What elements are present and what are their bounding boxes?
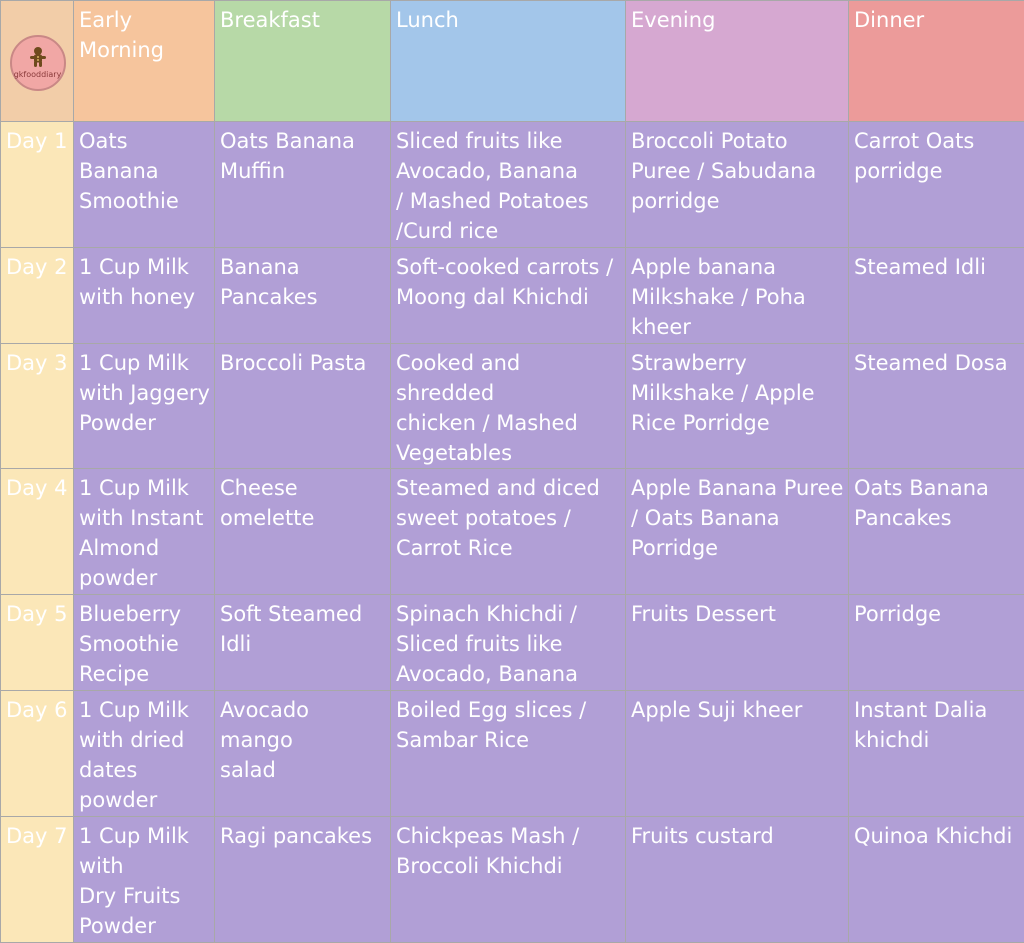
day-label: Day 2 — [1, 248, 74, 344]
meal-cell: 1 Cup Milk with honey — [74, 248, 215, 344]
meal-cell: 1 Cup Milk with dried dates powder — [74, 691, 215, 817]
meal-cell: 1 Cup Milk with Jaggery Powder — [74, 344, 215, 469]
header-row: gkfooddiary Early Morning Breakfast Lunc… — [1, 1, 1024, 122]
meal-cell: Soft Steamed Idli — [215, 595, 391, 691]
table-row: Day 1 Oats Banana Smoothie Oats Banana M… — [1, 122, 1024, 248]
meal-cell: Broccoli Potato Puree / Sabudana porridg… — [626, 122, 849, 248]
meal-cell: Steamed Idli — [849, 248, 1024, 344]
logo-text: gkfooddiary — [12, 70, 64, 80]
meal-cell: Banana Pancakes — [215, 248, 391, 344]
meal-cell: Steamed Dosa — [849, 344, 1024, 469]
column-header-dinner: Dinner — [849, 1, 1024, 122]
day-label: Day 3 — [1, 344, 74, 469]
day-label: Day 6 — [1, 691, 74, 817]
day-label: Day 1 — [1, 122, 74, 248]
meal-cell: Blueberry Smoothie Recipe — [74, 595, 215, 691]
meal-cell: Porridge — [849, 595, 1024, 691]
meal-cell: Quinoa Khichdi — [849, 817, 1024, 943]
table-row: Day 6 1 Cup Milk with dried dates powder… — [1, 691, 1024, 817]
table-row: Day 4 1 Cup Milk with Instant Almond pow… — [1, 469, 1024, 595]
meal-cell: Avocado mango salad — [215, 691, 391, 817]
day-label: Day 4 — [1, 469, 74, 595]
meal-cell: Soft-cooked carrots / Moong dal Khichdi — [391, 248, 626, 344]
meal-cell: Fruits custard — [626, 817, 849, 943]
meal-cell: Apple Banana Puree / Oats Banana Porridg… — [626, 469, 849, 595]
table-row: Day 7 1 Cup Milk with Dry Fruits Powder … — [1, 817, 1024, 943]
logo-cell: gkfooddiary — [1, 1, 74, 122]
meal-cell: 1 Cup Milk with Instant Almond powder — [74, 469, 215, 595]
column-header-early-morning: Early Morning — [74, 1, 215, 122]
column-header-evening: Evening — [626, 1, 849, 122]
meal-cell: Steamed and diced sweet potatoes / Carro… — [391, 469, 626, 595]
table-row: Day 5 Blueberry Smoothie Recipe Soft Ste… — [1, 595, 1024, 691]
table-row: Day 2 1 Cup Milk with honey Banana Panca… — [1, 248, 1024, 344]
gingerbread-figure-icon — [29, 46, 47, 68]
meal-cell: Fruits Dessert — [626, 595, 849, 691]
column-header-breakfast: Breakfast — [215, 1, 391, 122]
meal-cell: Instant Dalia khichdi — [849, 691, 1024, 817]
meal-cell: Oats Banana Pancakes — [849, 469, 1024, 595]
brand-logo: gkfooddiary — [10, 35, 66, 91]
meal-cell: Strawberry Milkshake / Apple Rice Porrid… — [626, 344, 849, 469]
meal-cell: Apple Suji kheer — [626, 691, 849, 817]
day-label: Day 7 — [1, 817, 74, 943]
meal-cell: Ragi pancakes — [215, 817, 391, 943]
meal-cell: Chickpeas Mash / Broccoli Khichdi — [391, 817, 626, 943]
meal-cell: Spinach Khichdi / Sliced fruits like Avo… — [391, 595, 626, 691]
column-header-lunch: Lunch — [391, 1, 626, 122]
meal-cell: Apple banana Milkshake / Poha kheer — [626, 248, 849, 344]
table-row: Day 3 1 Cup Milk with Jaggery Powder Bro… — [1, 344, 1024, 469]
meal-cell: Cooked and shredded chicken / Mashed Veg… — [391, 344, 626, 469]
meal-cell: Boiled Egg slices / Sambar Rice — [391, 691, 626, 817]
meal-cell: 1 Cup Milk with Dry Fruits Powder — [74, 817, 215, 943]
meal-cell: Oats Banana Muffin — [215, 122, 391, 248]
meal-cell: Cheese omelette — [215, 469, 391, 595]
meal-cell: Sliced fruits like Avocado, Banana / Mas… — [391, 122, 626, 248]
meal-cell: Oats Banana Smoothie — [74, 122, 215, 248]
meal-cell: Broccoli Pasta — [215, 344, 391, 469]
meal-cell: Carrot Oats porridge — [849, 122, 1024, 248]
day-label: Day 5 — [1, 595, 74, 691]
